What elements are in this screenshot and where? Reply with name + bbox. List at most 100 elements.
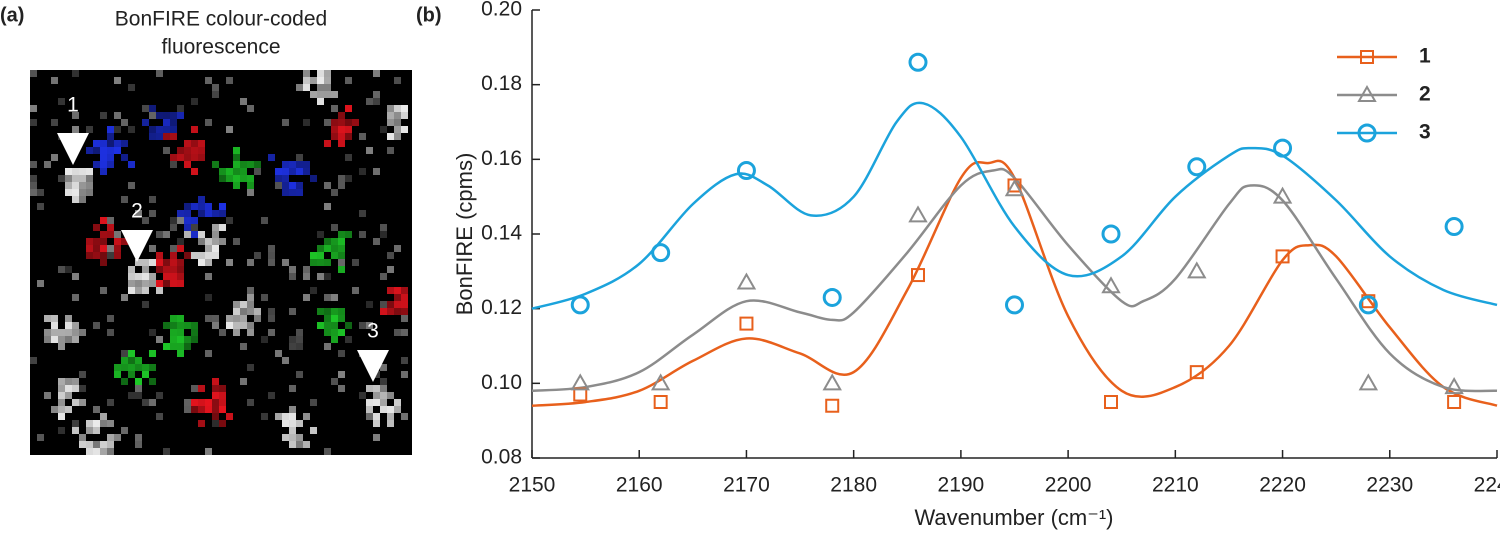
blob-pixel <box>149 105 156 112</box>
blob-pixel <box>184 336 191 343</box>
blob-pixel <box>149 280 156 287</box>
blob-pixel <box>58 329 65 336</box>
blob-pixel <box>86 420 93 427</box>
noise-pixel <box>142 399 149 406</box>
blob-pixel <box>212 252 219 259</box>
noise-pixel <box>58 266 65 273</box>
blob-pixel <box>233 329 240 336</box>
noise-pixel <box>401 329 408 336</box>
blob-pixel <box>177 322 184 329</box>
blob-pixel <box>282 413 289 420</box>
blob-pixel <box>65 175 72 182</box>
blob-pixel <box>100 252 107 259</box>
blob-pixel <box>198 154 205 161</box>
blob-pixel <box>170 252 177 259</box>
blob-pixel <box>121 357 128 364</box>
blob-pixel <box>324 91 331 98</box>
noise-pixel <box>205 448 212 455</box>
blob-pixel <box>58 399 65 406</box>
blob-pixel <box>100 413 107 420</box>
blob-pixel <box>86 189 93 196</box>
blob-pixel <box>198 420 205 427</box>
blob-pixel <box>79 196 86 203</box>
y-tick-label: 0.08 <box>481 446 522 469</box>
blob-pixel <box>177 315 184 322</box>
blob-pixel <box>100 238 107 245</box>
noise-pixel <box>373 91 380 98</box>
blob-pixel <box>324 238 331 245</box>
noise-pixel <box>240 343 247 350</box>
noise-pixel <box>373 238 380 245</box>
noise-pixel <box>163 448 170 455</box>
blob-pixel <box>100 231 107 238</box>
blob-pixel <box>72 196 79 203</box>
noise-pixel <box>128 392 135 399</box>
noise-pixel <box>156 413 163 420</box>
blob-pixel <box>310 77 317 84</box>
blob-pixel <box>233 147 240 154</box>
x-tick-label: 2240 <box>1474 474 1500 497</box>
blob-pixel <box>233 182 240 189</box>
noise-pixel <box>240 98 247 105</box>
noise-pixel <box>149 245 156 252</box>
blob-pixel <box>212 210 219 217</box>
marker-circle <box>1187 157 1207 177</box>
noise-pixel <box>205 350 212 357</box>
blob-pixel <box>163 126 170 133</box>
marker-circle <box>736 161 756 181</box>
blob-pixel <box>331 245 338 252</box>
noise-pixel <box>387 147 394 154</box>
blob-pixel <box>177 245 184 252</box>
marker-triangle <box>1444 377 1464 395</box>
blob-pixel <box>240 315 247 322</box>
blob-pixel <box>324 77 331 84</box>
noise-pixel <box>226 217 233 224</box>
blob-pixel <box>177 343 184 350</box>
blob-pixel <box>233 322 240 329</box>
blob-pixel <box>233 175 240 182</box>
blob-pixel <box>58 343 65 350</box>
blob-pixel <box>93 441 100 448</box>
arrow <box>357 350 389 382</box>
blob-pixel <box>401 301 408 308</box>
noise-pixel <box>373 98 380 105</box>
blob-pixel <box>191 126 198 133</box>
blob-pixel <box>247 294 254 301</box>
noise-pixel <box>114 126 121 133</box>
noise-pixel <box>30 182 37 189</box>
blob-pixel <box>72 378 79 385</box>
blob-pixel <box>205 259 212 266</box>
blob-pixel <box>247 301 254 308</box>
noise-pixel <box>79 371 86 378</box>
blob-pixel <box>282 175 289 182</box>
noise-pixel <box>93 406 100 413</box>
blob-pixel <box>338 238 345 245</box>
blob-pixel <box>345 322 352 329</box>
blob-pixel <box>100 420 107 427</box>
x-tick-label: 2160 <box>616 474 663 497</box>
noise-pixel <box>30 105 37 112</box>
blob-pixel <box>100 441 107 448</box>
blob-pixel <box>135 378 142 385</box>
blob-pixel <box>205 252 212 259</box>
noise-pixel <box>324 343 331 350</box>
blob-pixel <box>212 399 219 406</box>
blob-pixel <box>303 70 310 77</box>
blob-pixel <box>79 441 86 448</box>
blob-pixel <box>79 175 86 182</box>
blob-pixel <box>303 161 310 168</box>
blob-pixel <box>156 287 163 294</box>
blob-pixel <box>128 364 135 371</box>
blob-pixel <box>219 175 226 182</box>
noise-pixel <box>317 273 324 280</box>
blob-pixel <box>79 168 86 175</box>
blob-pixel <box>177 273 184 280</box>
blob-pixel <box>191 322 198 329</box>
blob-pixel <box>100 217 107 224</box>
noise-pixel <box>268 308 275 315</box>
noise-pixel <box>30 175 37 182</box>
noise-pixel <box>289 385 296 392</box>
blob-pixel <box>198 147 205 154</box>
blob-pixel <box>142 266 149 273</box>
noise-pixel <box>338 259 345 266</box>
